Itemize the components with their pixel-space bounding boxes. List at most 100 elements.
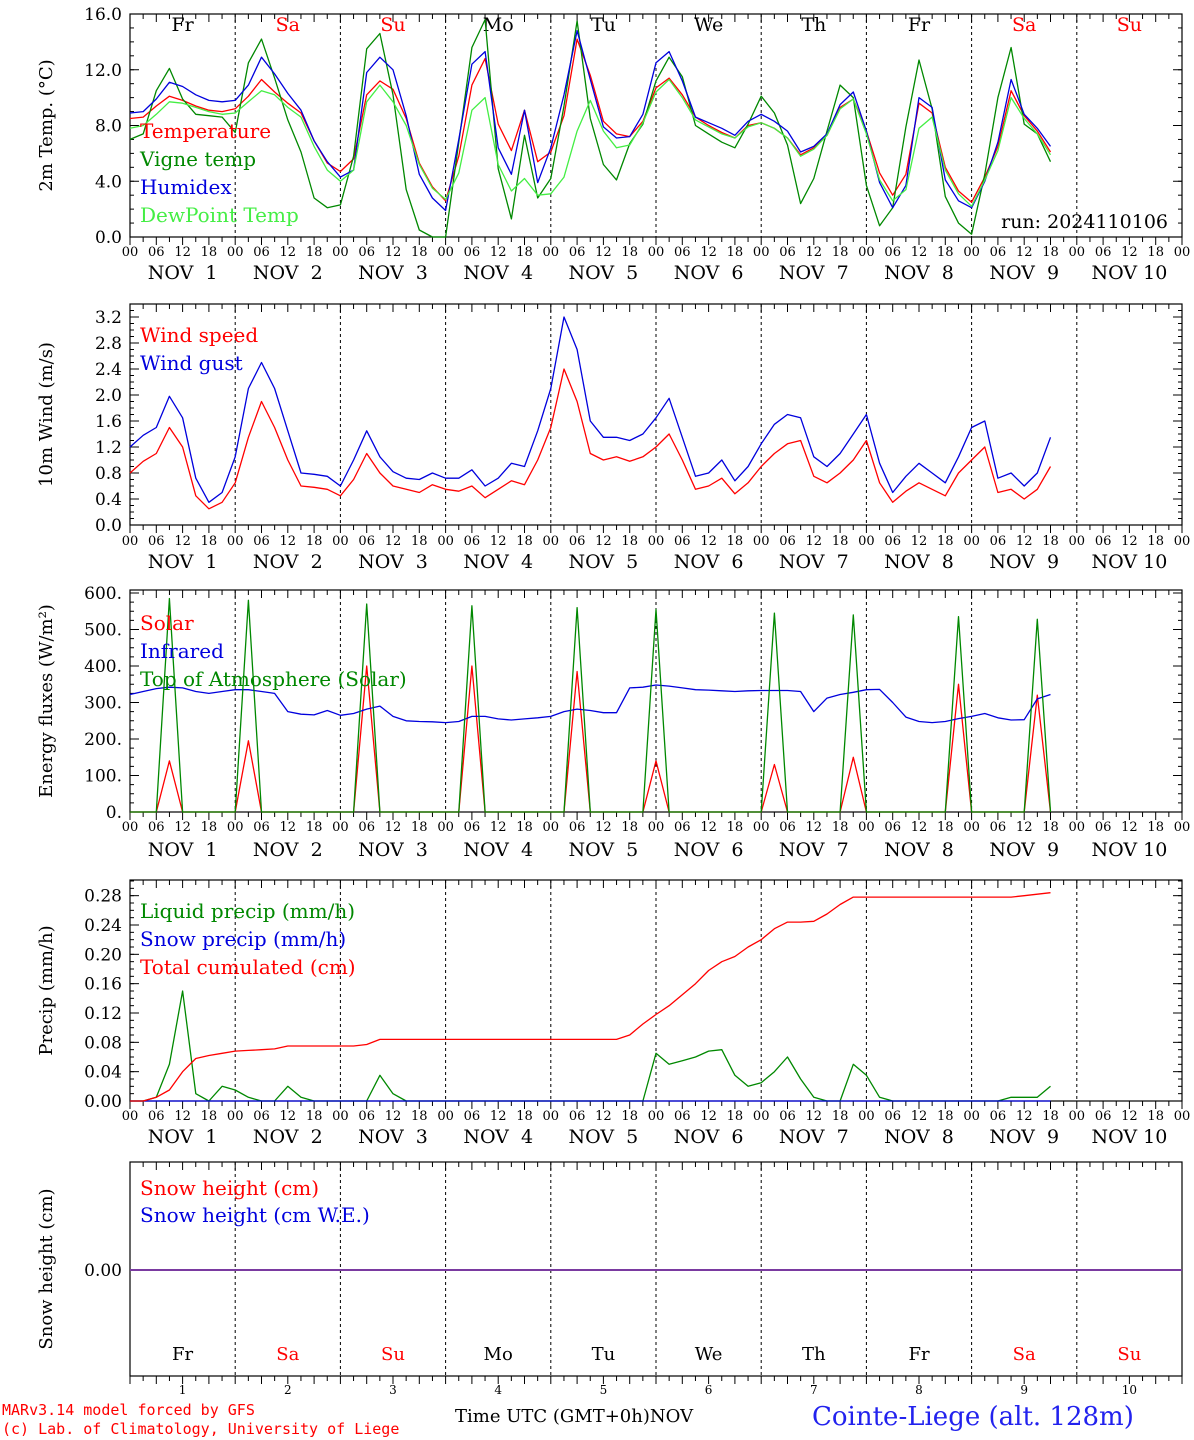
hour-tick-label: 18 [937, 534, 954, 549]
hour-tick-label: 12 [174, 245, 191, 260]
hour-tick-label: 06 [253, 1109, 270, 1124]
day-of-week-label: Fr [171, 14, 194, 36]
hour-tick-label: 12 [385, 534, 402, 549]
date-label: NOV 3 [358, 551, 428, 573]
hour-tick-label: 18 [621, 820, 638, 835]
legend-entry: Solar [140, 611, 194, 635]
date-label: NOV 4 [463, 262, 533, 284]
hour-tick-label: 00 [1069, 245, 1086, 260]
model-credits: MARv3.14 model forced by GFS (c) Lab. of… [2, 1401, 399, 1439]
hour-tick-label: 12 [280, 1109, 297, 1124]
hour-tick-label: 18 [411, 245, 428, 260]
hour-tick-label: 12 [700, 1109, 717, 1124]
y-tick-label: 300. [84, 694, 122, 714]
date-label: NOV 10 [1091, 1126, 1167, 1148]
hour-tick-label: 00 [753, 245, 770, 260]
hour-tick-label: 00 [332, 245, 349, 260]
legend-entry: Wind gust [140, 351, 243, 375]
hour-tick-label: 18 [411, 1109, 428, 1124]
y-tick-label: 0.0 [95, 516, 122, 536]
hour-tick-label: 18 [727, 1109, 744, 1124]
station-name: Cointe-Liege (alt. 128m) [812, 1402, 1134, 1432]
date-label: NOV 7 [779, 262, 849, 284]
date-label: NOV 10 [1091, 262, 1167, 284]
date-label: NOV 5 [569, 262, 639, 284]
hour-tick-label: 18 [1042, 1109, 1059, 1124]
day-of-week-label: Su [381, 1344, 405, 1365]
y-tick-label: 0.04 [84, 1063, 122, 1083]
hour-tick-label: 06 [674, 1109, 691, 1124]
date-label: NOV 8 [884, 551, 954, 573]
y-tick-label: 600. [84, 584, 122, 604]
day-of-week-label: Sa [1012, 14, 1036, 36]
hour-tick-label: 00 [543, 245, 560, 260]
y-tick-label: 0.0 [95, 228, 122, 248]
hour-tick-label: 12 [595, 820, 612, 835]
hour-tick-label: 18 [621, 1109, 638, 1124]
hour-tick-label: 12 [700, 534, 717, 549]
day-of-week-label: We [694, 14, 723, 36]
hour-tick-label: 06 [358, 820, 375, 835]
legend-entry: Liquid precip (mm/h) [140, 899, 355, 923]
y-tick-label: 100. [84, 767, 122, 787]
hour-tick-label: 12 [1016, 1109, 1033, 1124]
legend-entry: Humidex [140, 175, 232, 199]
hour-tick-label: 18 [516, 534, 533, 549]
hour-tick-label: 18 [411, 820, 428, 835]
date-label: NOV 6 [674, 262, 744, 284]
y-tick-label: 2.0 [95, 386, 122, 406]
y-tick-label: 500. [84, 621, 122, 641]
legend-entry: Temperature [140, 119, 271, 143]
hour-tick-label: 00 [858, 245, 875, 260]
hour-tick-label: 18 [516, 1109, 533, 1124]
hour-tick-label: 00 [122, 245, 139, 260]
day-of-week-label: Tu [591, 14, 616, 36]
day-number-label: 2 [284, 1383, 292, 1397]
hour-tick-label: 00 [648, 534, 665, 549]
hour-tick-label: 12 [595, 1109, 612, 1124]
hour-tick-label: 12 [174, 534, 191, 549]
hour-tick-label: 12 [595, 534, 612, 549]
hour-tick-label: 18 [306, 820, 323, 835]
copyright-label: (c) Lab. of Climatology, University of L… [2, 1420, 400, 1438]
y-tick-label: 12.0 [84, 61, 122, 81]
hour-tick-label: 18 [832, 1109, 849, 1124]
hour-tick-label: 18 [201, 1109, 218, 1124]
hour-tick-label: 00 [122, 820, 139, 835]
day-of-week-label: Th [801, 14, 826, 36]
y-axis-title: Snow height (cm) [36, 1188, 57, 1349]
date-label: NOV 9 [989, 262, 1059, 284]
y-tick-label: 0.16 [84, 975, 122, 995]
legend-entry: Vigne temp [139, 147, 256, 171]
date-label: NOV 8 [884, 262, 954, 284]
day-of-week-label: Su [380, 14, 405, 36]
legend-entry: Infrared [140, 639, 224, 663]
hour-tick-label: 00 [648, 245, 665, 260]
hour-tick-label: 06 [569, 534, 586, 549]
hour-tick-label: 12 [700, 245, 717, 260]
legend-entry: Total cumulated (cm) [140, 955, 356, 979]
date-label: NOV 10 [1091, 551, 1167, 573]
date-label: NOV 3 [358, 839, 428, 861]
hour-tick-label: 00 [858, 534, 875, 549]
hour-tick-label: 00 [437, 245, 454, 260]
date-label: NOV 1 [148, 262, 218, 284]
date-label: NOV 7 [779, 551, 849, 573]
x-axis-title: Time UTC (GMT+0h)NOV [455, 1406, 693, 1427]
date-label: NOV 7 [779, 1126, 849, 1148]
date-label: NOV 4 [463, 551, 533, 573]
hour-tick-label: 12 [490, 534, 507, 549]
hour-tick-label: 06 [358, 1109, 375, 1124]
hour-tick-label: 12 [595, 245, 612, 260]
hour-tick-label: 00 [122, 1109, 139, 1124]
y-tick-label: 200. [84, 730, 122, 750]
y-tick-label: 0.28 [84, 887, 122, 907]
y-tick-label: 0.00 [84, 1092, 122, 1112]
y-tick-label: 0. [106, 803, 122, 823]
hour-tick-label: 06 [1095, 245, 1112, 260]
hour-tick-label: 12 [1121, 820, 1138, 835]
day-of-week-label: Sa [276, 14, 300, 36]
hour-tick-label: 12 [1121, 534, 1138, 549]
hour-tick-label: 00 [227, 1109, 244, 1124]
hour-tick-label: 18 [201, 820, 218, 835]
